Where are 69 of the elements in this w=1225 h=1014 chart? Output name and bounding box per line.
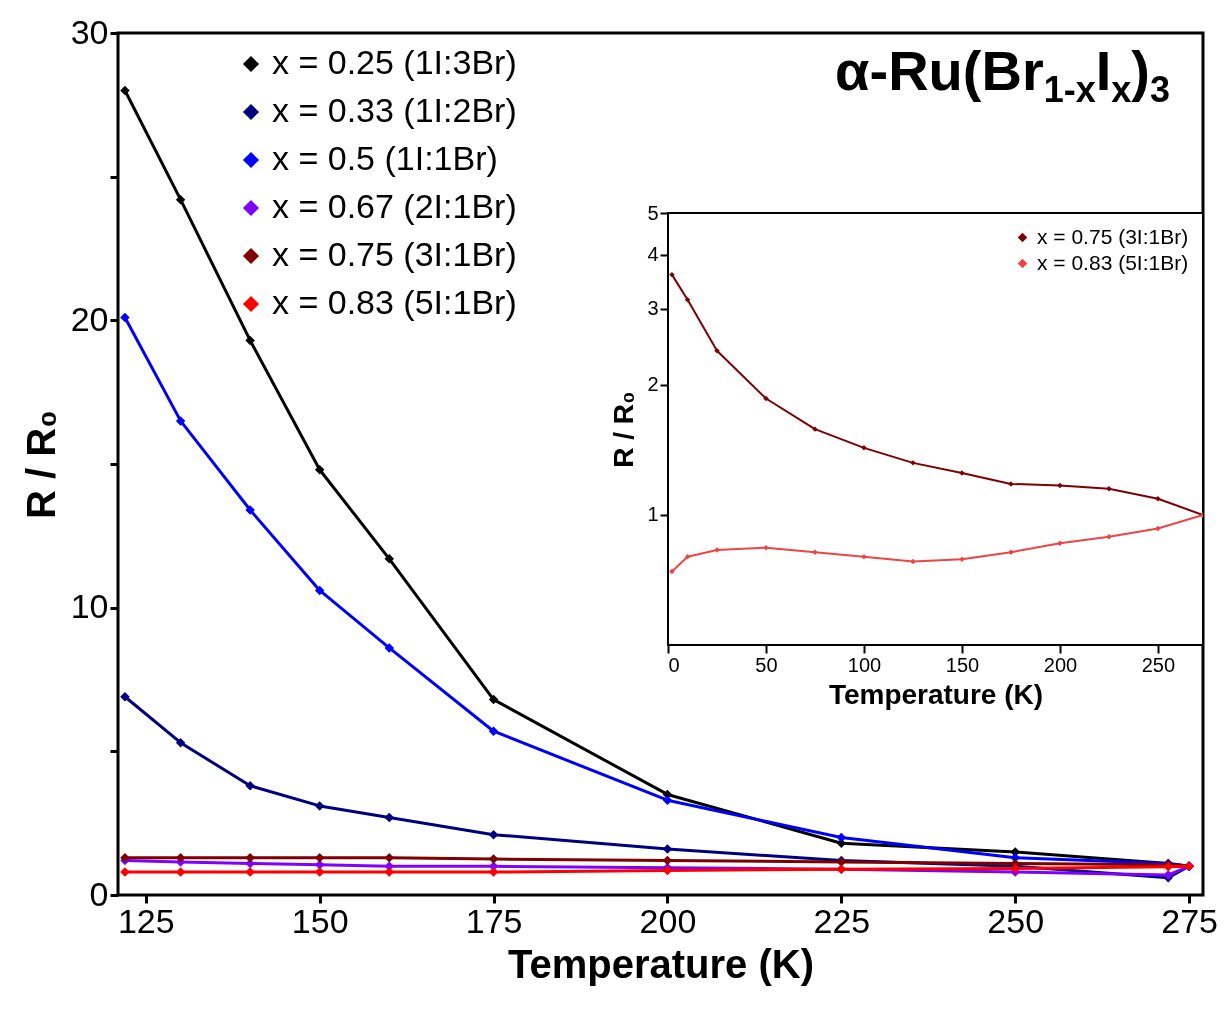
point [314,585,325,596]
point [384,852,394,863]
y-tick-label: 0 [89,874,109,913]
legend-label: x = 0.25 (1I:3Br) [272,43,517,81]
point [662,795,673,805]
point [175,194,186,205]
chart-title: α-Ru(Br$_{1-x}$I$_{x}$)$_{3}$ [835,38,1170,112]
point [1155,496,1161,502]
y-tick-label: 20 [70,299,109,338]
legend-label: x = 0.33 (1I:2Br) [272,91,517,129]
point [910,558,916,565]
point [120,312,130,323]
x-tick-label: 50 [755,653,778,676]
point [245,781,255,791]
point [384,812,394,823]
point [763,544,769,551]
point [1106,485,1112,492]
point [1057,482,1063,489]
point [836,832,847,843]
point [245,852,255,863]
x-tick-label: 175 [465,901,523,940]
point [488,829,499,840]
point [175,737,186,748]
legend-label: x = 0.75 (3I:1Br) [1037,224,1189,248]
x-tick-label: 200 [1043,653,1078,676]
x-axis-title: Temperature (K) [828,678,1044,710]
y-tick-label: 1 [647,503,659,526]
x-tick-label: 250 [1141,653,1176,676]
x-tick-label: 275 [1161,901,1218,940]
point [175,416,186,426]
x-tick-label: 250 [987,901,1045,940]
x-tick-label: 150 [945,653,980,676]
point [384,554,394,564]
point [488,726,499,736]
x-tick-label: 200 [639,901,697,940]
point [669,568,675,575]
y-tick-label: 3 [647,297,659,320]
legend-label: x = 0.5 (1I:1Br) [272,139,498,177]
x-axis-title: Temperature (K) [508,941,814,986]
y-tick-label: 30 [70,12,109,51]
y-tick-label: 4 [647,243,659,266]
point [763,395,769,402]
point [120,692,130,702]
x-tick-label: 100 [847,653,882,676]
point [714,347,720,354]
point [245,335,255,346]
point [684,296,691,303]
point [314,801,325,811]
point [1057,540,1063,546]
point [684,554,691,560]
x-tick-label: 150 [291,901,349,940]
y-tick-label: 10 [70,587,109,626]
x-tick-label: 125 [117,901,175,940]
y-tick-label: 5 [647,201,659,224]
y-axis-title: R / R₀ [18,409,63,520]
x-tick-label: 0 [668,653,680,676]
point [669,271,675,278]
point [488,694,499,705]
legend-label: x = 0.67 (2I:1Br) [272,187,517,225]
legend-label: x = 0.83 (5I:1Br) [272,283,517,321]
x-tick-label: 225 [813,901,871,940]
point [120,85,130,96]
point [1155,525,1161,532]
point [384,643,394,653]
legend-label: x = 0.75 (3I:1Br) [272,235,517,273]
y-tick-label: 2 [647,373,659,396]
legend-label: x = 0.83 (5I:1Br) [1037,250,1189,274]
y-axis-title: R / R₀ [608,391,640,468]
point [314,465,325,475]
